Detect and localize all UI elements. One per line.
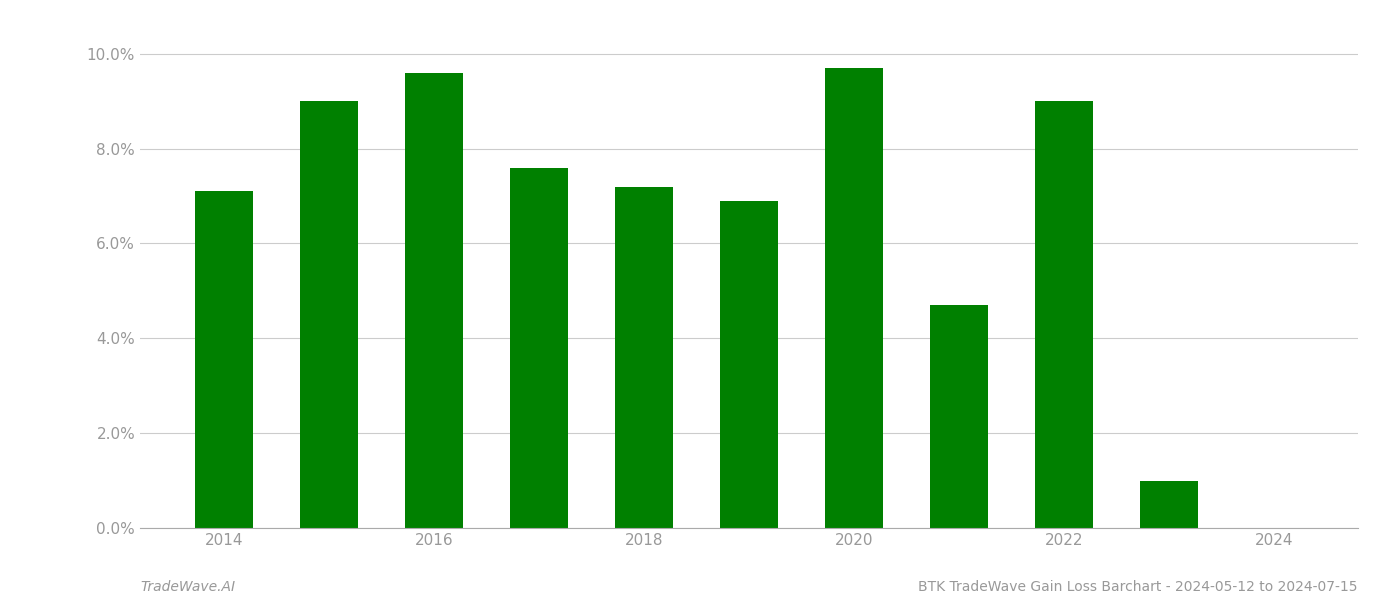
Bar <box>1035 101 1093 528</box>
Bar <box>1140 481 1198 528</box>
Bar <box>615 187 673 528</box>
Bar <box>195 191 253 528</box>
Text: BTK TradeWave Gain Loss Barchart - 2024-05-12 to 2024-07-15: BTK TradeWave Gain Loss Barchart - 2024-… <box>918 580 1358 594</box>
Bar <box>405 73 463 528</box>
Bar <box>930 305 988 528</box>
Bar <box>510 167 568 528</box>
Text: TradeWave.AI: TradeWave.AI <box>140 580 235 594</box>
Bar <box>720 201 778 528</box>
Bar <box>825 68 883 528</box>
Bar <box>300 101 358 528</box>
